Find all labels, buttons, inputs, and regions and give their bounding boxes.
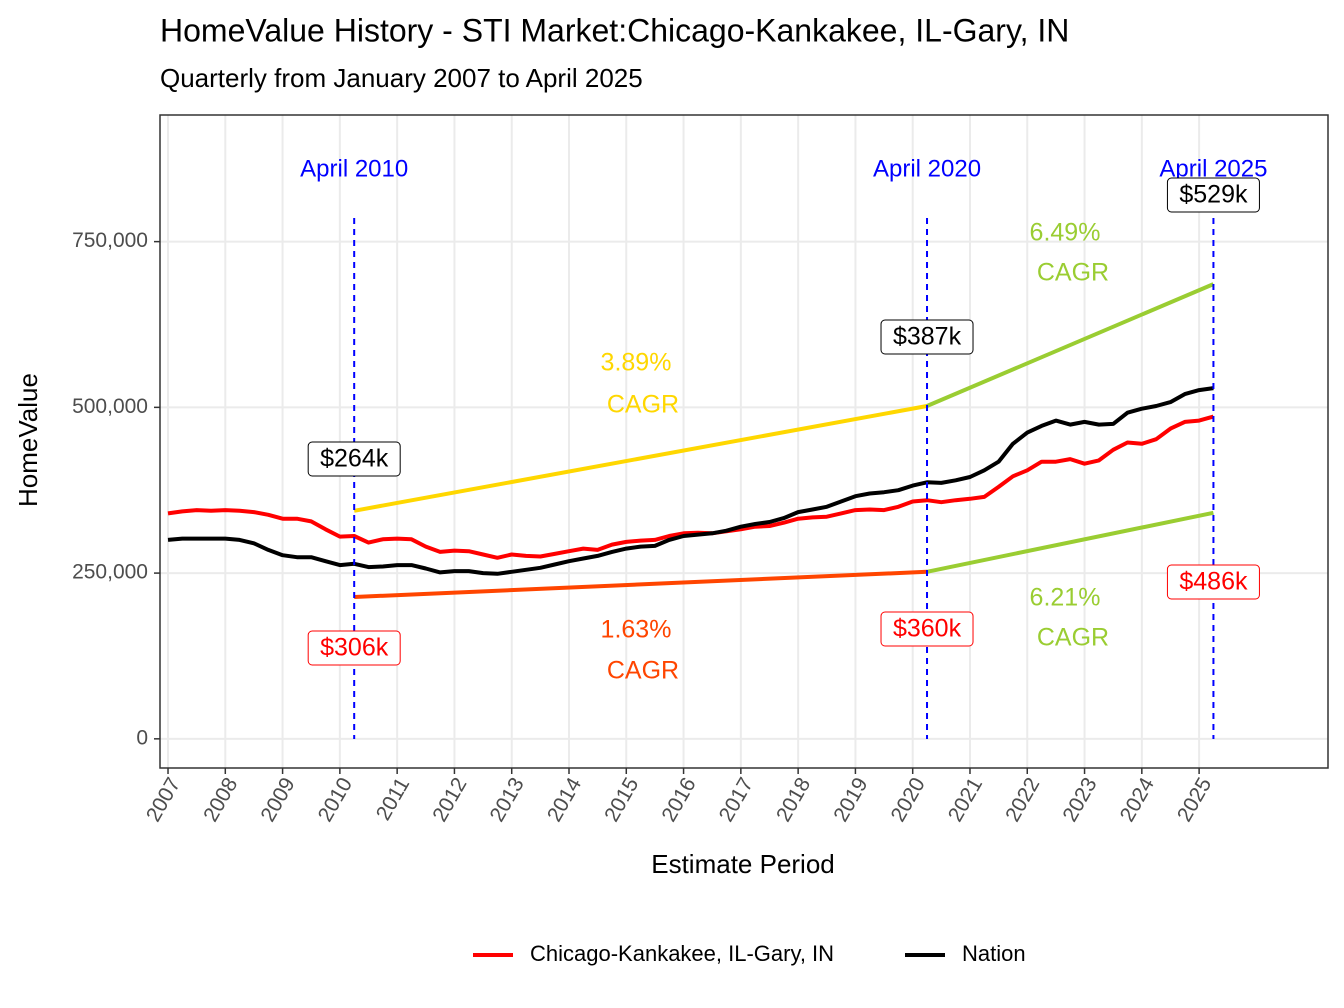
value-label: $360k <box>880 611 974 647</box>
cagr-label: CAGR <box>1037 259 1109 287</box>
trend-line <box>926 282 1215 408</box>
value-label-text: $306k <box>320 634 389 662</box>
legend-label: Chicago-Kankakee, IL-Gary, IN <box>530 941 834 966</box>
cagr-label: CAGR <box>607 657 679 685</box>
value-label-text: $387k <box>893 323 962 351</box>
value-label-text: $529k <box>1179 181 1248 209</box>
cagr-label: CAGR <box>1037 624 1109 652</box>
panel-border <box>159 114 1329 769</box>
chart-subtitle: Quarterly from January 2007 to April 202… <box>160 63 643 93</box>
value-label: $306k <box>307 630 401 666</box>
value-label-text: $264k <box>320 445 389 473</box>
value-label-text: $486k <box>1179 568 1248 596</box>
value-label-box <box>307 441 401 477</box>
cagr-label: CAGR <box>607 391 679 419</box>
marker-label: April 2010 <box>300 155 408 182</box>
value-label-box <box>307 630 401 666</box>
trend-line <box>354 569 928 599</box>
cagr-label: 6.49% <box>1030 219 1101 247</box>
trend-line <box>926 510 1214 574</box>
cagr-label: 6.21% <box>1030 584 1101 612</box>
chart-title: HomeValue History - STI Market:Chicago-K… <box>160 12 1069 48</box>
series-line <box>167 414 1214 560</box>
y-tick-label: 0 <box>136 726 148 749</box>
series-line <box>167 386 1214 576</box>
y-tick-label: 250,000 <box>72 561 148 584</box>
marker-label: April 2020 <box>873 155 981 182</box>
y-axis-title: HomeValue <box>13 373 43 507</box>
x-axis-title: Estimate Period <box>651 849 835 879</box>
value-label: $486k <box>1166 564 1260 600</box>
value-label: $264k <box>307 441 401 477</box>
cagr-label: 1.63% <box>601 616 672 644</box>
legend-label: Nation <box>962 941 1026 966</box>
value-label-box <box>1166 564 1260 600</box>
cagr-label: 3.89% <box>601 349 672 377</box>
y-tick-label: 500,000 <box>72 395 148 418</box>
value-label-text: $360k <box>893 615 962 643</box>
y-tick-label: 750,000 <box>72 229 148 252</box>
value-label-box <box>880 319 974 355</box>
trend-line <box>353 404 928 513</box>
value-label-box <box>1166 177 1260 213</box>
value-label: $387k <box>880 319 974 355</box>
value-label: $529k <box>1166 177 1260 213</box>
value-label-box <box>880 611 974 647</box>
